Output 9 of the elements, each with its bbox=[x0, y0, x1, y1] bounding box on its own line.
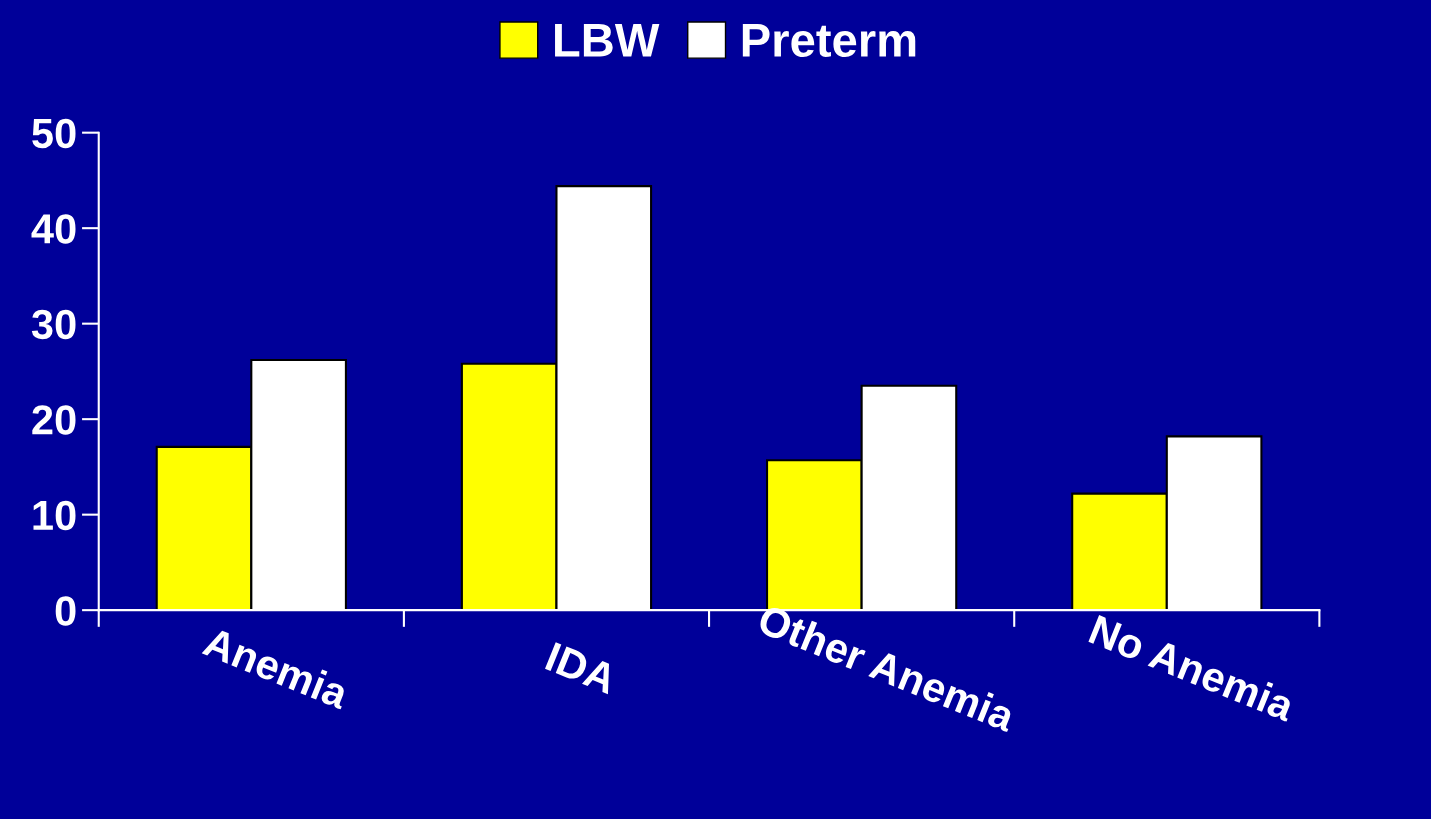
legend-label: LBW bbox=[555, 24, 660, 57]
y-tick-label: 30 bbox=[31, 309, 76, 340]
y-tick-label: 50 bbox=[32, 118, 76, 149]
legend-label: Preterm bbox=[742, 24, 916, 57]
y-tick-label: 40 bbox=[31, 214, 76, 244]
y-tick-label: 0 bbox=[55, 596, 76, 626]
y-tick-label: 20 bbox=[32, 405, 76, 435]
y-tick-label: 10 bbox=[33, 500, 76, 531]
x-tick-label: IDA bbox=[545, 642, 619, 695]
